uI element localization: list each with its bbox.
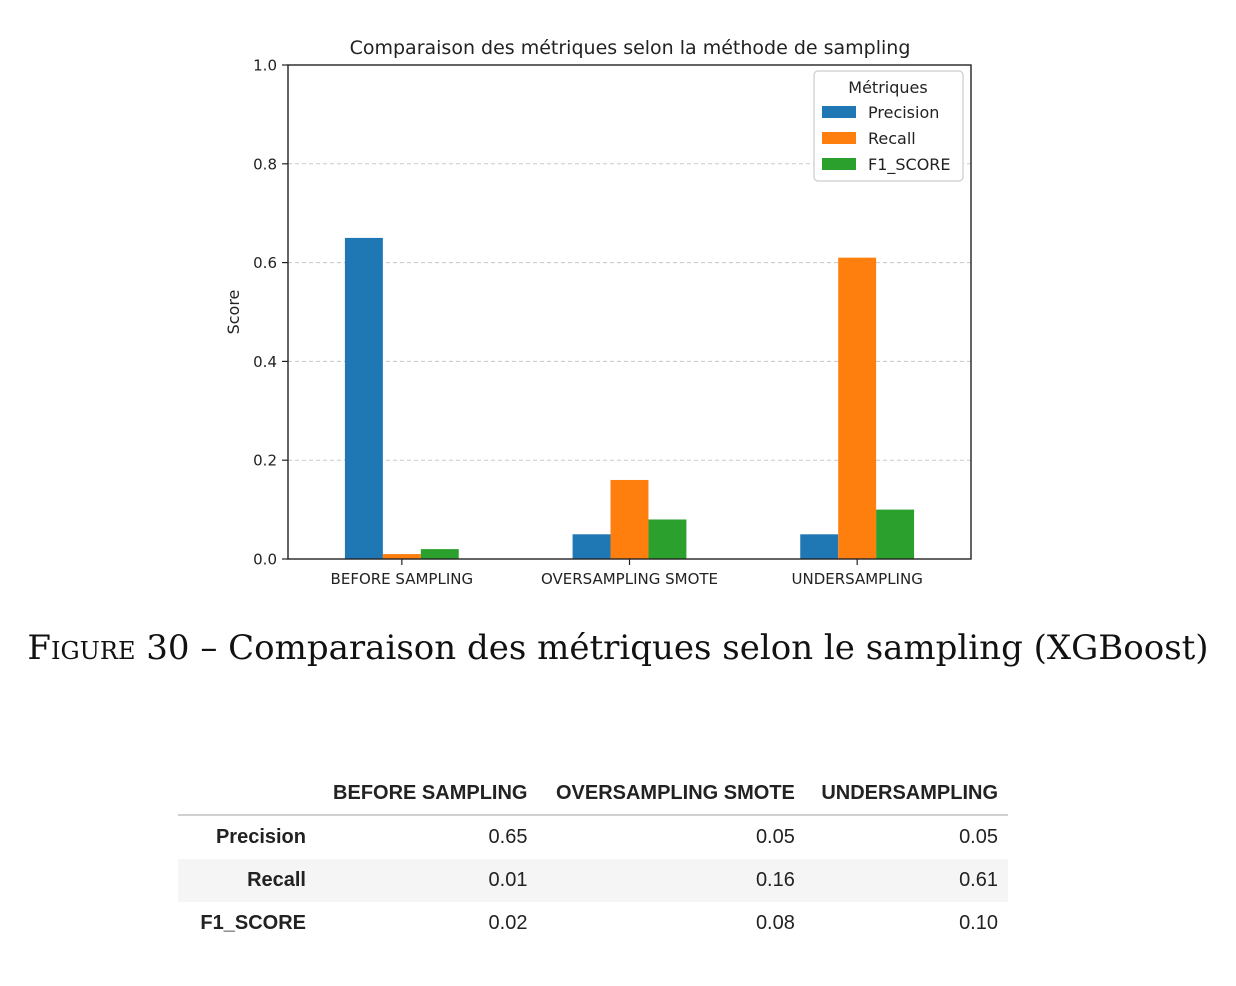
table-header-corner (178, 772, 316, 815)
legend: Métriques Precision Recall F1_SCORE (814, 71, 963, 181)
metrics-table: BEFORE SAMPLING OVERSAMPLING SMOTE UNDER… (178, 772, 1008, 945)
y-tick-label: 0.0 (253, 551, 277, 569)
bar-recall (611, 480, 649, 559)
table-cell: 0.05 (537, 815, 804, 859)
y-axis-label: Score (224, 290, 243, 335)
y-tick-label: 1.0 (253, 57, 277, 75)
table-header-undersampling: UNDERSAMPLING (805, 772, 1008, 815)
row-label: F1_SCORE (178, 902, 316, 945)
y-tick-label: 0.4 (253, 353, 277, 371)
legend-label: Precision (868, 103, 939, 122)
table-cell: 0.65 (316, 815, 537, 859)
table-header-row: BEFORE SAMPLING OVERSAMPLING SMOTE UNDER… (178, 772, 1008, 815)
legend-label: Recall (868, 129, 916, 148)
bar-recall (838, 258, 876, 559)
legend-swatch (822, 132, 856, 144)
bar-precision (573, 534, 611, 559)
bar-f1-score (648, 519, 686, 559)
bar-f1-score (876, 510, 914, 559)
table-row: Precision 0.65 0.05 0.05 (178, 815, 1008, 859)
y-tick-label: 0.6 (253, 254, 277, 272)
table-cell: 0.05 (805, 815, 1008, 859)
x-tick-label: OVERSAMPLING SMOTE (541, 570, 718, 588)
table-cell: 0.16 (537, 859, 804, 902)
legend-title: Métriques (848, 78, 927, 97)
bar-chart: Comparaison des métriques selon la métho… (0, 0, 1236, 600)
bar-f1-score (421, 549, 459, 559)
y-tick-label: 0.8 (253, 155, 277, 173)
bars (345, 238, 914, 559)
table-cell: 0.61 (805, 859, 1008, 902)
table-row: F1_SCORE 0.02 0.08 0.10 (178, 902, 1008, 945)
x-axis-ticks: BEFORE SAMPLING OVERSAMPLING SMOTE UNDERSA… (331, 559, 923, 588)
figure-label: Figure 30 (27, 628, 189, 668)
bar-recall (383, 554, 421, 559)
legend-swatch (822, 158, 856, 170)
legend-swatch (822, 106, 856, 118)
row-label: Precision (178, 815, 316, 859)
table-cell: 0.01 (316, 859, 537, 902)
legend-label: F1_SCORE (868, 155, 951, 175)
table-row: Recall 0.01 0.16 0.61 (178, 859, 1008, 902)
table-header-before-sampling: BEFORE SAMPLING (316, 772, 537, 815)
row-label: Recall (178, 859, 316, 902)
table-cell: 0.10 (805, 902, 1008, 945)
x-tick-label: BEFORE SAMPLING (331, 570, 474, 588)
bar-precision (800, 534, 838, 559)
table-header-oversampling-smote: OVERSAMPLING SMOTE (537, 772, 804, 815)
x-tick-label: UNDERSAMPLING (792, 570, 923, 588)
figure-caption: Figure 30 – Comparaison des métriques se… (0, 628, 1236, 668)
table-cell: 0.02 (316, 902, 537, 945)
bar-precision (345, 238, 383, 559)
y-tick-label: 0.2 (253, 452, 277, 470)
table-cell: 0.08 (537, 902, 804, 945)
y-axis-ticks: 0.0 0.2 0.4 0.6 0.8 1.0 (253, 57, 288, 569)
figure-caption-text: – Comparaison des métriques selon le sam… (190, 628, 1209, 668)
chart-title: Comparaison des métriques selon la métho… (350, 37, 911, 59)
